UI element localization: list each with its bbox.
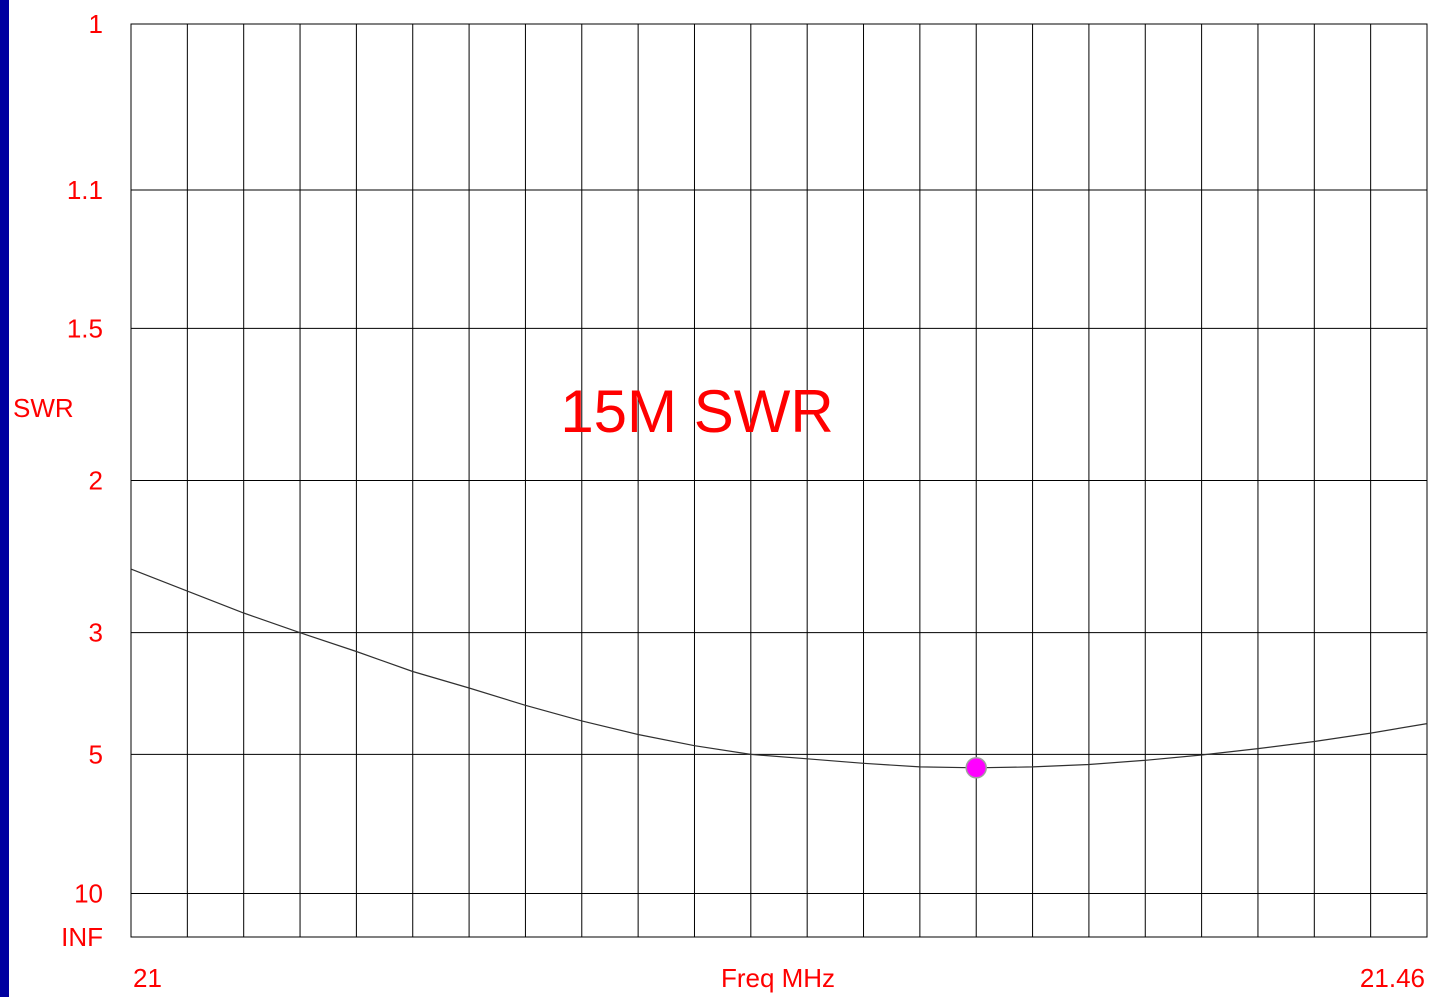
x-tick-label: 21.46 bbox=[1360, 963, 1425, 993]
grid bbox=[130, 23, 1428, 938]
x-axis-ticks: 21 21.46 bbox=[133, 963, 1425, 993]
y-tick-label: 1.5 bbox=[67, 313, 103, 343]
window-left-border bbox=[0, 0, 9, 997]
x-axis-label: Freq MHz bbox=[721, 963, 835, 993]
y-tick-label: 5 bbox=[89, 739, 103, 769]
y-tick-label: 1 bbox=[89, 9, 103, 39]
y-tick-label: 10 bbox=[74, 879, 103, 909]
y-tick-label: INF bbox=[61, 922, 103, 952]
series bbox=[130, 568, 1428, 779]
y-tick-label: 3 bbox=[89, 618, 103, 648]
y-axis-ticks: INF 10 5 3 2 1.5 1.1 1 bbox=[61, 9, 103, 952]
y-axis-label: SWR bbox=[13, 393, 74, 423]
x-tick-label: 21 bbox=[133, 963, 162, 993]
y-tick-label: 2 bbox=[89, 466, 103, 496]
chart-title: 15M SWR bbox=[560, 378, 833, 445]
y-tick-label: 1.1 bbox=[67, 175, 103, 205]
minimum-swr-marker bbox=[965, 757, 987, 779]
swr-curve bbox=[130, 568, 1428, 769]
